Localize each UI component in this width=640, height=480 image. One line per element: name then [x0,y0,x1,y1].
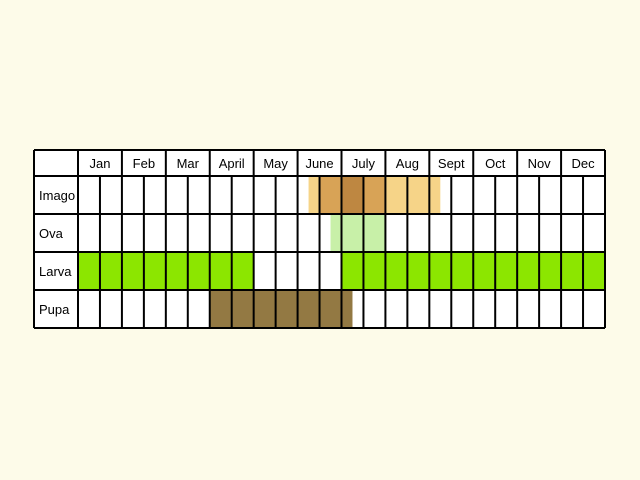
month-label-aug: Aug [396,156,419,171]
row-label-larva: Larva [39,264,72,279]
month-label-april: April [219,156,245,171]
row-label-pupa: Pupa [39,302,70,317]
row-label-ova: Ova [39,226,64,241]
band-imago-1 [319,176,342,214]
band-pupa-0 [209,290,353,328]
month-label-oct: Oct [485,156,506,171]
band-imago-4 [385,176,441,214]
month-label-jan: Jan [89,156,110,171]
month-label-july: July [352,156,376,171]
band-ova-0 [330,214,386,252]
month-label-may: May [263,156,288,171]
month-label-june: June [305,156,333,171]
row-label-imago: Imago [39,188,75,203]
band-imago-2 [341,176,364,214]
month-label-feb: Feb [133,156,155,171]
month-label-sept: Sept [438,156,465,171]
month-label-mar: Mar [177,156,200,171]
band-imago-0 [308,176,320,214]
month-label-dec: Dec [571,156,595,171]
month-label-nov: Nov [528,156,552,171]
band-imago-3 [363,176,386,214]
